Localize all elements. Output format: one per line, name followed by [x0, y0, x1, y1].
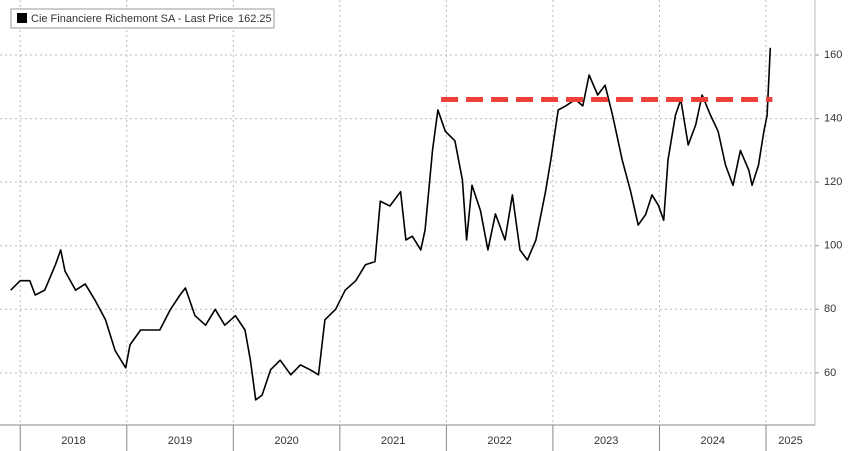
y-tick-label: 60	[824, 367, 836, 379]
y-tick-label: 80	[824, 303, 836, 315]
legend-box	[10, 8, 275, 29]
y-tick-label: 140	[824, 112, 842, 124]
legend-last-value: 162.25	[238, 13, 272, 25]
x-tick-label: 2021	[381, 435, 405, 447]
x-tick-label: 2018	[61, 435, 85, 447]
y-tick-label: 120	[824, 176, 842, 188]
legend-swatch	[17, 13, 27, 23]
x-tick-label: 2023	[594, 435, 618, 447]
y-tick-label: 160	[824, 49, 842, 61]
x-tick-label: 2019	[168, 435, 192, 447]
x-tick-label: 2022	[487, 435, 511, 447]
legend: Cie Financiere Richemont SA - Last Price…	[10, 8, 275, 29]
x-tick-label: 2020	[274, 435, 298, 447]
y-tick-label: 100	[824, 240, 842, 252]
x-tick-label: 2024	[700, 435, 724, 447]
x-tick-label: 2025	[778, 435, 802, 447]
legend-label: Cie Financiere Richemont SA - Last Price	[31, 13, 233, 25]
price-line	[10, 47, 772, 401]
